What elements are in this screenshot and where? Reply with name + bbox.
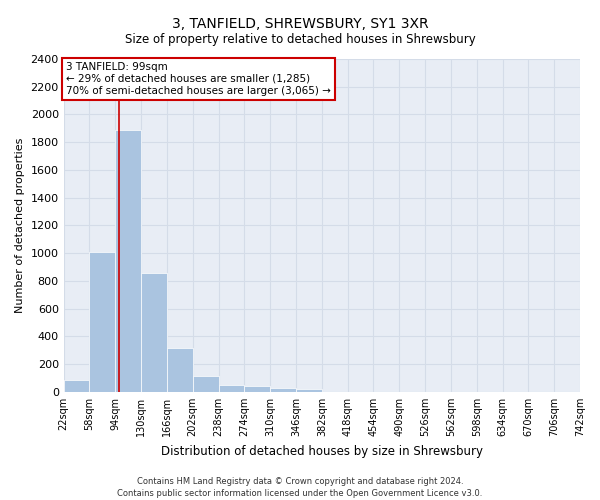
Bar <box>64 380 89 392</box>
Bar <box>218 385 244 392</box>
Bar <box>89 252 115 392</box>
Text: Contains HM Land Registry data © Crown copyright and database right 2024.
Contai: Contains HM Land Registry data © Crown c… <box>118 476 482 498</box>
Bar <box>115 130 141 392</box>
Text: Size of property relative to detached houses in Shrewsbury: Size of property relative to detached ho… <box>125 32 475 46</box>
Bar <box>193 376 218 392</box>
Bar <box>141 272 167 392</box>
Y-axis label: Number of detached properties: Number of detached properties <box>15 138 25 313</box>
Text: 3 TANFIELD: 99sqm
← 29% of detached houses are smaller (1,285)
70% of semi-detac: 3 TANFIELD: 99sqm ← 29% of detached hous… <box>66 62 331 96</box>
Bar <box>167 348 193 392</box>
Text: 3, TANFIELD, SHREWSBURY, SY1 3XR: 3, TANFIELD, SHREWSBURY, SY1 3XR <box>172 18 428 32</box>
X-axis label: Distribution of detached houses by size in Shrewsbury: Distribution of detached houses by size … <box>161 444 483 458</box>
Bar <box>244 386 270 392</box>
Bar <box>296 389 322 392</box>
Bar <box>270 388 296 392</box>
